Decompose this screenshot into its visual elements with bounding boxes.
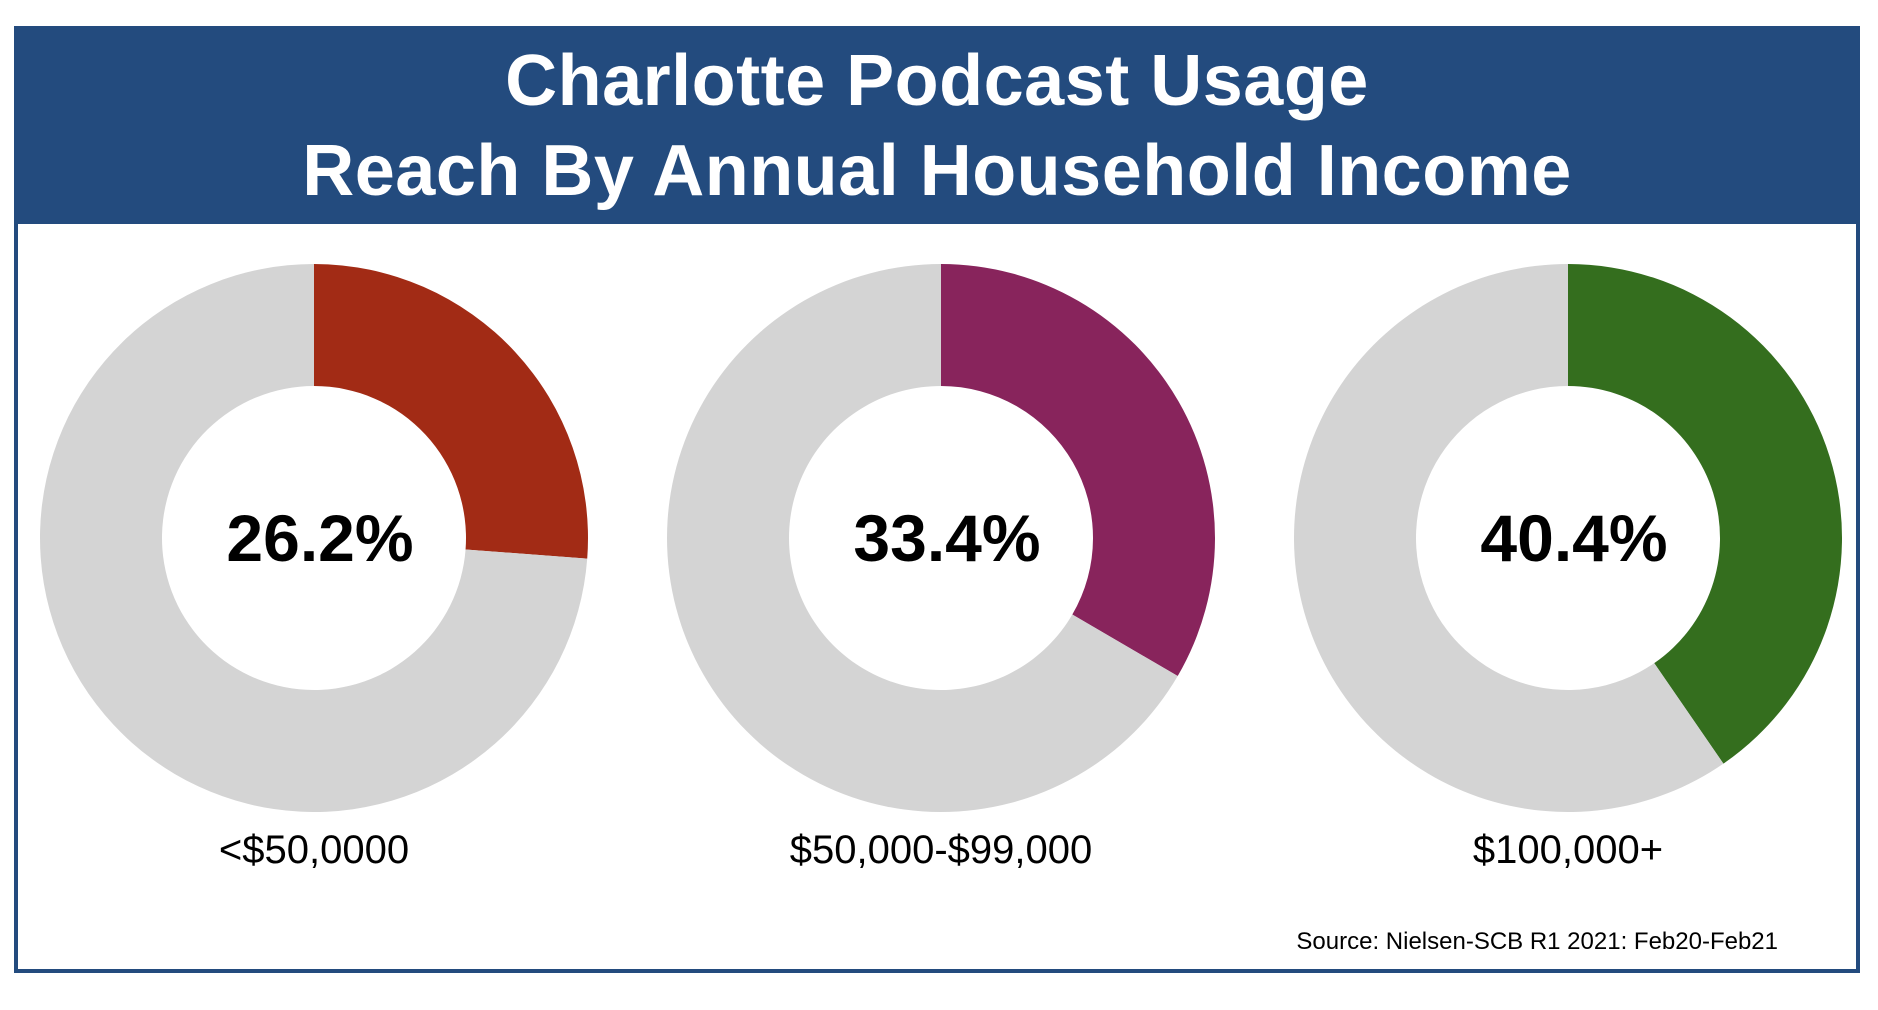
donut-3-value-slice	[1568, 264, 1842, 764]
donut-svg-3	[1294, 264, 1842, 812]
donut-1-remainder-slice	[40, 264, 588, 812]
category-label-2: $50,000-$99,000	[789, 828, 1093, 872]
donut-chart-3: 40.4%	[1294, 264, 1842, 812]
category-label-1: <$50,0000	[218, 828, 410, 872]
donut-3-remainder-slice	[1294, 264, 1724, 812]
donut-value-label-1: 26.2%	[226, 501, 414, 575]
chart-frame: Charlotte Podcast Usage Reach By Annual …	[14, 26, 1860, 973]
chart-title-line-2: Reach By Annual Household Income	[302, 131, 1572, 211]
donut-value-label-3: 40.4%	[1480, 501, 1668, 575]
donut-2-value-slice	[941, 264, 1215, 676]
donut-chart-2: 33.4%	[667, 264, 1215, 812]
donut-svg-2	[667, 264, 1215, 812]
chart-title-line-1: Charlotte Podcast Usage	[505, 41, 1369, 121]
chart-header: Charlotte Podcast Usage Reach By Annual …	[18, 30, 1856, 224]
donut-value-label-2: 33.4%	[853, 501, 1041, 575]
source-note: Source: Nielsen-SCB R1 2021: Feb20-Feb21	[1296, 928, 1778, 955]
donut-2-remainder-slice	[667, 264, 1178, 812]
donut-1-value-slice	[314, 264, 588, 559]
category-label-3: $100,000+	[1472, 828, 1664, 872]
donut-svg-1	[40, 264, 588, 812]
donut-chart-1: 26.2%	[40, 264, 588, 812]
